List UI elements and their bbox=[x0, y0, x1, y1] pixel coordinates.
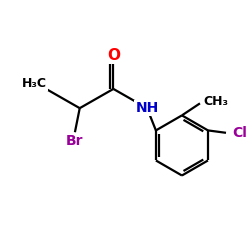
Text: O: O bbox=[107, 48, 120, 63]
Text: CH₃: CH₃ bbox=[203, 95, 228, 108]
Text: Br: Br bbox=[66, 134, 84, 148]
Text: H₃C: H₃C bbox=[22, 77, 46, 90]
Text: Cl: Cl bbox=[232, 126, 247, 140]
Text: NH: NH bbox=[136, 101, 159, 115]
